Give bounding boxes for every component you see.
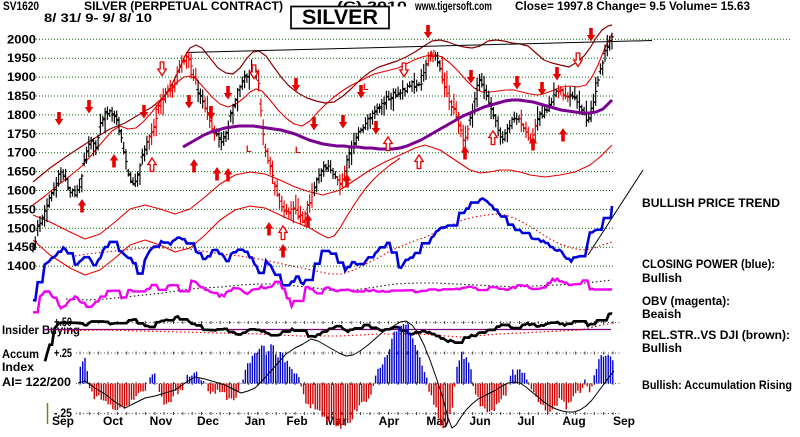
svg-text:L: L: [363, 82, 369, 92]
svg-text:1550: 1550: [7, 202, 36, 216]
svg-text:AI= 122/200: AI= 122/200: [2, 375, 71, 389]
svg-text:May: May: [426, 414, 450, 428]
svg-text:SV1620: SV1620: [3, 0, 39, 13]
svg-text:Close= 1997.8 Change= 9.5 Vo: Close= 1997.8 Change= 9.5 Volume= 15.63: [515, 0, 750, 13]
svg-text:1700: 1700: [7, 146, 36, 160]
svg-text:L: L: [430, 49, 436, 59]
svg-text:Sep: Sep: [613, 414, 635, 428]
svg-text:1850: 1850: [7, 89, 36, 103]
svg-text:BULLISH PRICE TREND: BULLISH PRICE TREND: [642, 196, 780, 210]
svg-text:SILVER (PERPETUAL CONTRACT): SILVER (PERPETUAL CONTRACT): [84, 0, 283, 13]
svg-text:SILVER: SILVER: [302, 6, 378, 29]
svg-text:8/ 31/ 9- 9/ 8/ 10: 8/ 31/ 9- 9/ 8/ 10: [44, 11, 152, 25]
svg-text:-.25: -.25: [54, 406, 72, 420]
svg-text:1650: 1650: [7, 165, 36, 179]
svg-text:www.tigersoft.com: www.tigersoft.com: [414, 0, 492, 13]
svg-text:1400: 1400: [7, 259, 36, 273]
svg-text:Bullish: Bullish: [642, 271, 682, 285]
svg-text:Feb: Feb: [286, 414, 307, 428]
svg-text:Bullish: Bullish: [642, 341, 682, 355]
svg-text:Insider Buying: Insider Buying: [2, 323, 80, 337]
svg-text:L: L: [295, 145, 301, 155]
svg-text:Sep: Sep: [52, 414, 74, 428]
svg-text:Accum: Accum: [2, 347, 39, 361]
svg-text:Jan: Jan: [245, 414, 266, 428]
svg-text:1500: 1500: [7, 221, 36, 235]
svg-text:Index: Index: [2, 360, 34, 374]
svg-text:OBV (magenta):: OBV (magenta):: [642, 294, 730, 308]
svg-text:1900: 1900: [7, 70, 36, 84]
svg-text:REL.STR..VS DJI (brown):: REL.STR..VS DJI (brown):: [642, 328, 790, 342]
svg-text:1750: 1750: [7, 127, 36, 141]
svg-text:2000: 2000: [7, 32, 36, 46]
svg-text:1800: 1800: [7, 108, 36, 122]
svg-text:Jul: Jul: [517, 414, 534, 428]
svg-text:Oct: Oct: [103, 414, 123, 428]
svg-text:Apr: Apr: [379, 414, 400, 428]
svg-text:CLOSING POWER (blue):: CLOSING POWER (blue):: [642, 257, 775, 271]
svg-text:+.25: +.25: [54, 346, 72, 360]
svg-text:L: L: [246, 144, 252, 154]
svg-text:1450: 1450: [7, 240, 36, 254]
svg-text:Aug: Aug: [562, 414, 585, 428]
svg-text:1600: 1600: [7, 184, 36, 198]
svg-text:Bullish: Accumulation Rising: Bullish: Accumulation Rising: [642, 378, 792, 392]
svg-text:Nov: Nov: [150, 414, 173, 428]
svg-text:Beaish: Beaish: [642, 307, 681, 321]
svg-text:Jun: Jun: [469, 414, 490, 428]
svg-text:1950: 1950: [7, 51, 36, 65]
svg-text:Dec: Dec: [197, 414, 219, 428]
